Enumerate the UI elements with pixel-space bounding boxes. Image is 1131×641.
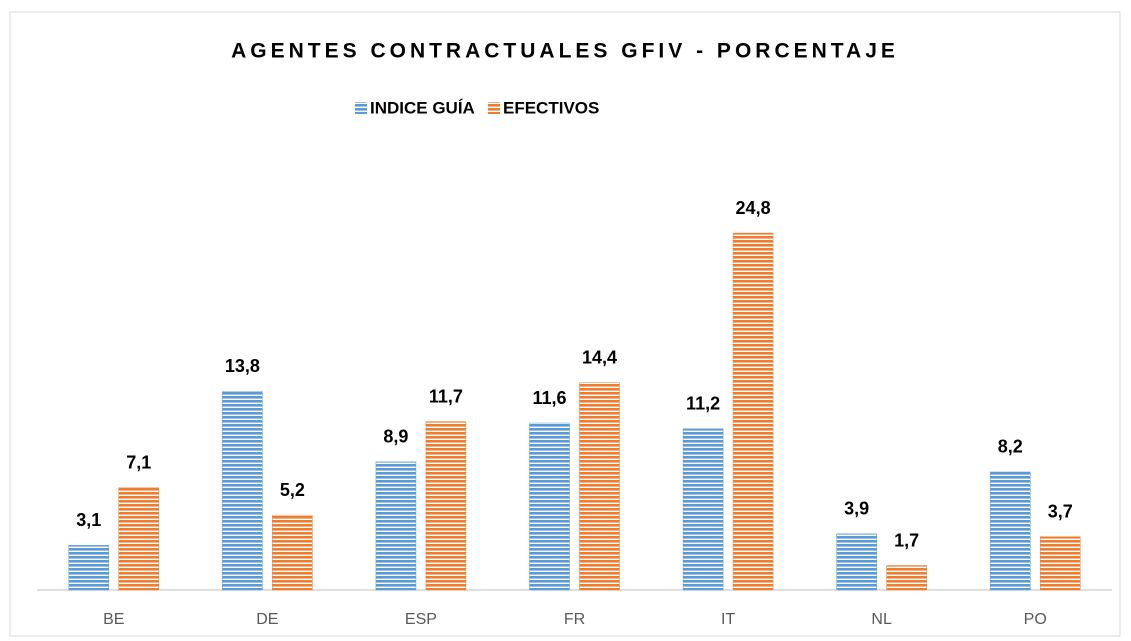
data-label: 8,9	[383, 427, 408, 447]
bar	[1039, 536, 1081, 591]
bar	[68, 545, 110, 591]
data-label: 11,2	[686, 394, 720, 414]
bar	[425, 421, 467, 591]
bar	[272, 514, 313, 591]
x-tick-label: PO	[1024, 611, 1047, 628]
data-label: 5,2	[280, 480, 305, 500]
data-label: 3,7	[1048, 501, 1073, 521]
bar	[732, 232, 774, 591]
bar	[579, 382, 620, 591]
bar	[682, 428, 724, 591]
bar	[375, 461, 417, 591]
bar	[529, 422, 570, 591]
legend-swatch	[355, 102, 367, 114]
data-label: 14,4	[582, 347, 617, 367]
x-tick-label: BE	[103, 611, 124, 628]
data-label: 13,8	[225, 356, 260, 376]
data-label: 3,9	[844, 499, 869, 519]
x-tick-label: NL	[871, 611, 892, 628]
data-label: 11,6	[532, 388, 566, 408]
bar	[836, 533, 877, 591]
x-tick-label: ESP	[405, 611, 437, 628]
data-label: 8,2	[998, 437, 1023, 457]
x-tick-label: IT	[721, 611, 735, 628]
data-label: 1,7	[894, 530, 919, 550]
bar	[989, 471, 1031, 591]
data-label: 24,8	[736, 198, 771, 218]
chart-title: AGENTES CONTRACTUALES GFIV - PORCENTAJE	[231, 40, 899, 63]
legend-label: INDICE GUÍA	[370, 98, 475, 117]
x-tick-label: FR	[564, 611, 585, 628]
legend-swatch	[488, 102, 500, 114]
data-label: 7,1	[126, 453, 151, 473]
data-label: 3,1	[76, 510, 101, 530]
data-label: 11,7	[429, 386, 463, 406]
bar	[886, 565, 927, 591]
x-tick-label: DE	[256, 611, 278, 628]
bar	[118, 487, 160, 591]
bar	[222, 391, 263, 591]
legend-label: EFECTIVOS	[503, 98, 599, 117]
